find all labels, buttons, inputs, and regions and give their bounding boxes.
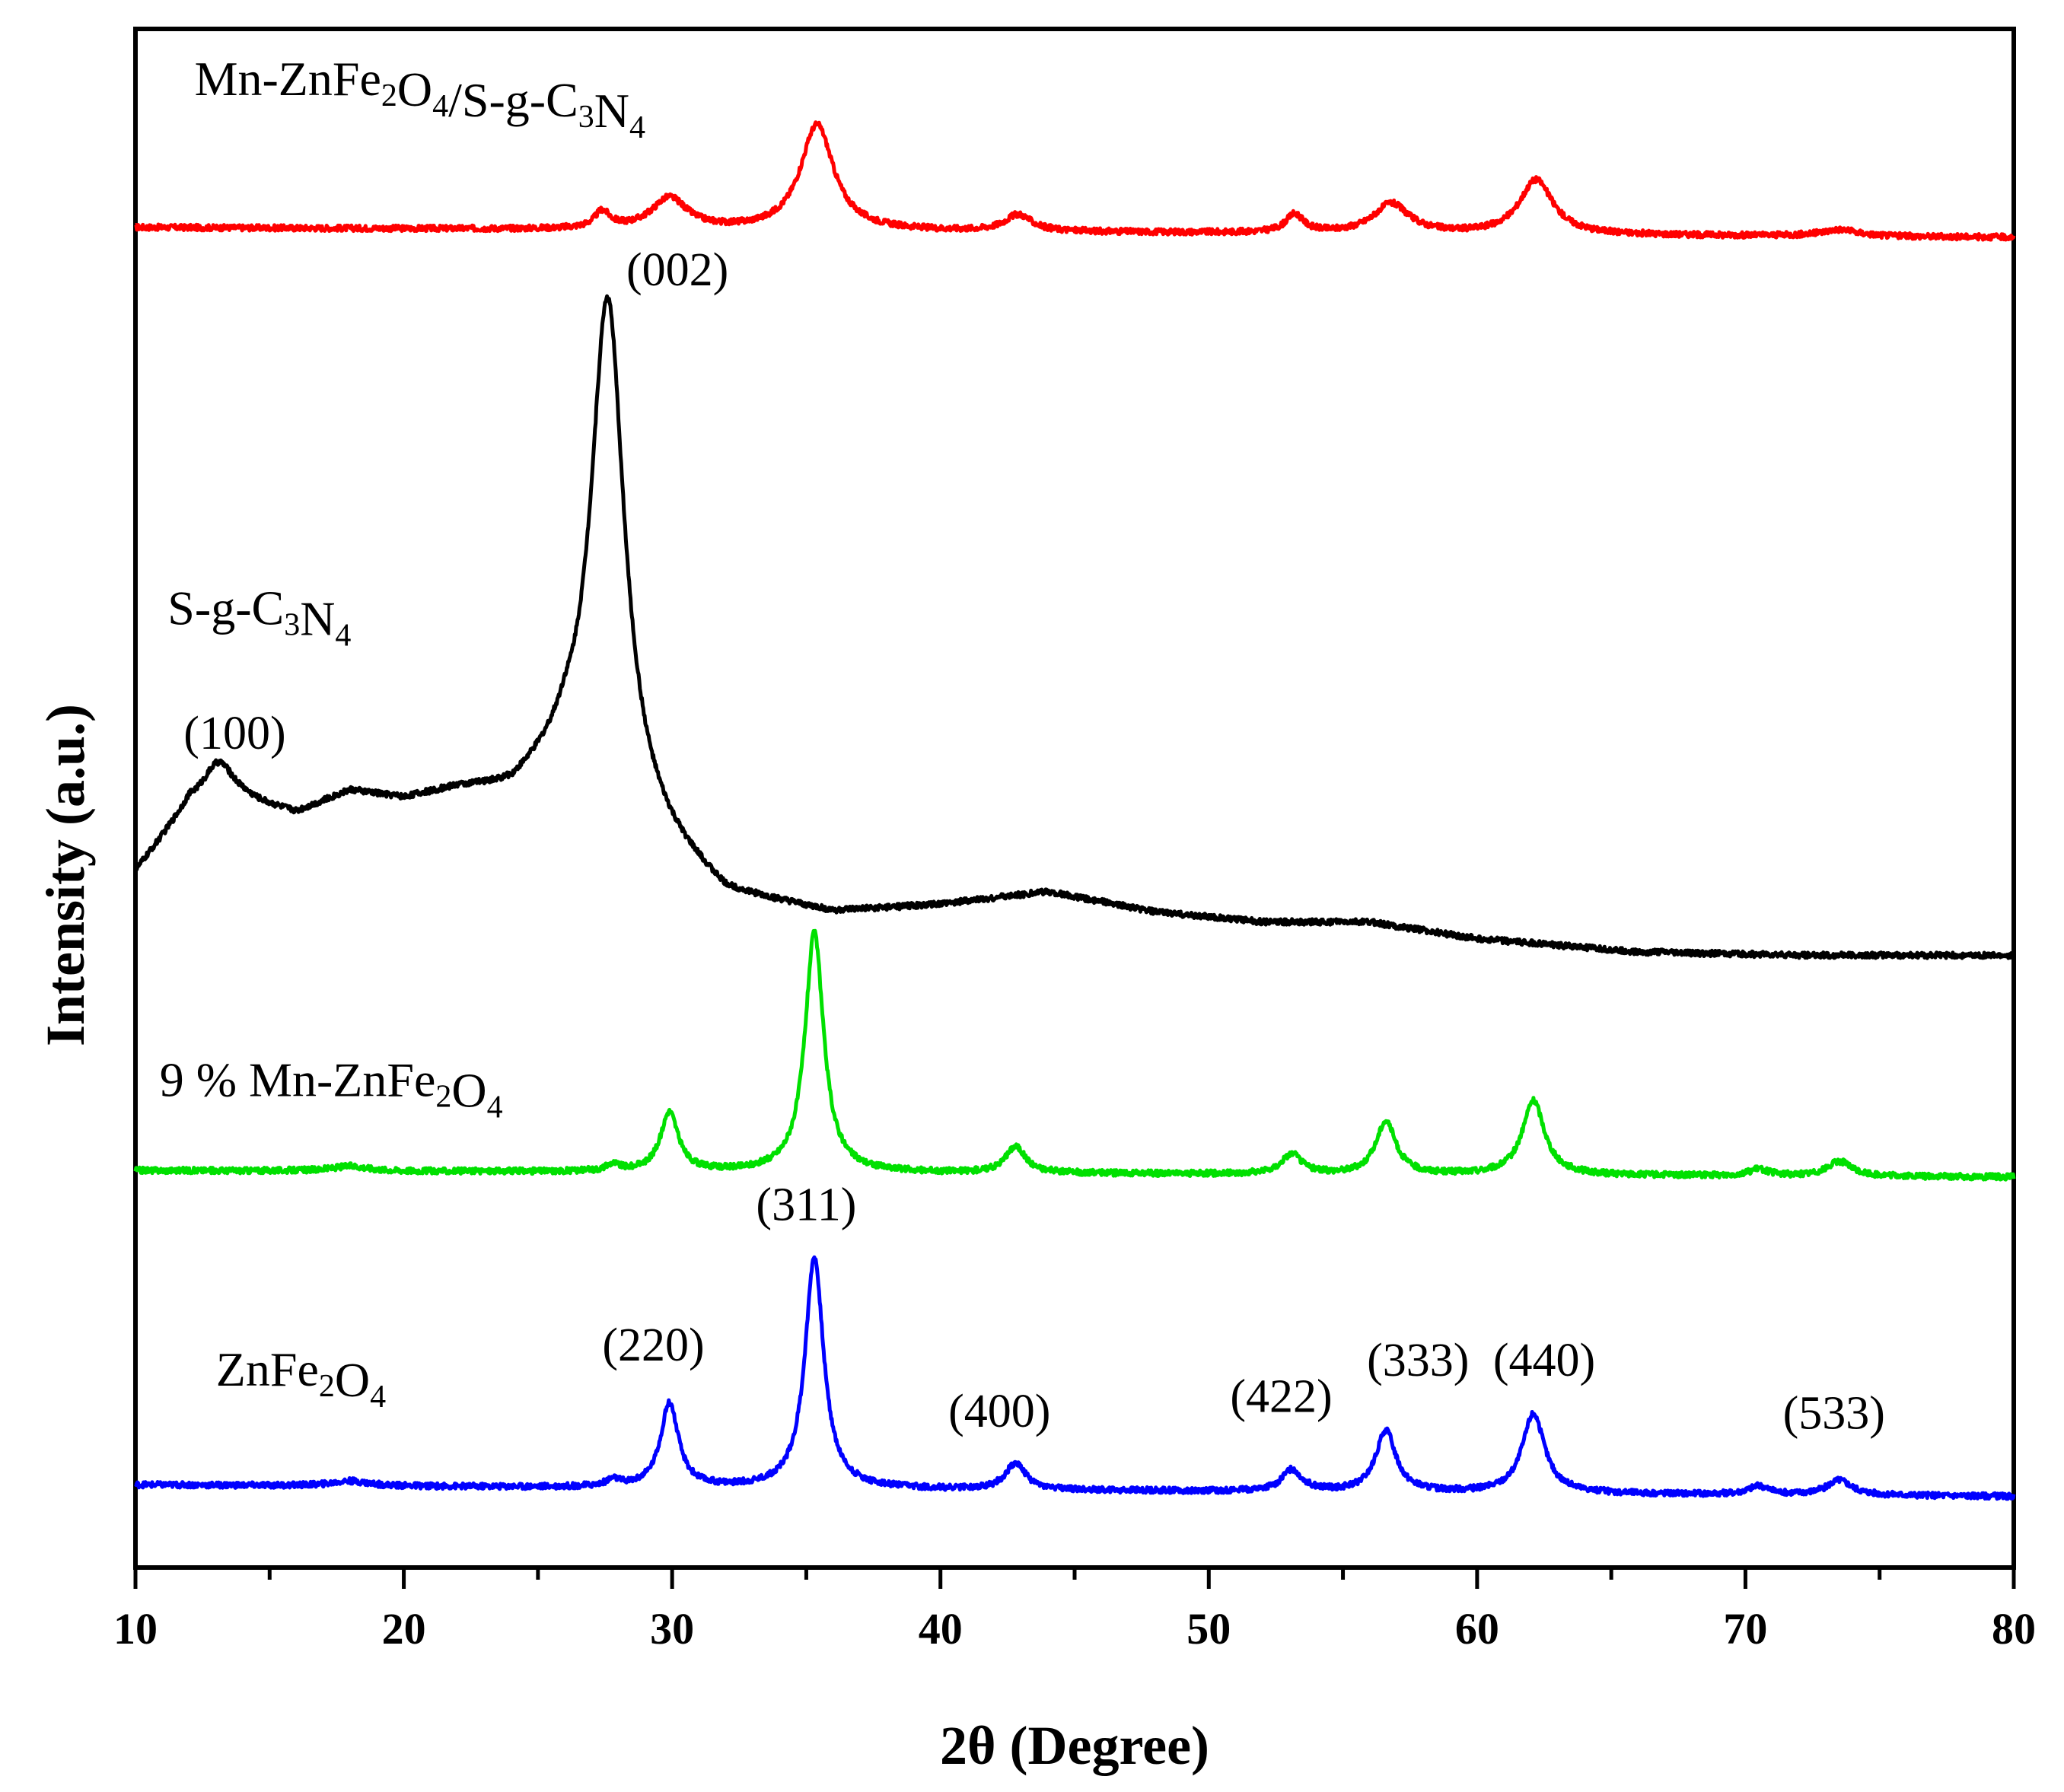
x-tick-label: 70 xyxy=(1723,1604,1767,1654)
peak-label: (100) xyxy=(183,708,285,759)
series-line-2 xyxy=(133,294,2016,960)
y-axis-title: Intensity (a.u.) xyxy=(35,704,96,1046)
series-label-2: S-g-C3N4 xyxy=(167,581,351,654)
peak-label: (400) xyxy=(948,1386,1050,1437)
x-tick-label: 10 xyxy=(113,1604,158,1654)
x-axis: 10 20 30 40 50 60 70 80 xyxy=(113,1568,2036,1654)
series-label-3: 9 % Mn-ZnFe2O4 xyxy=(160,1052,503,1125)
plot-frame xyxy=(133,27,2016,1570)
x-tick-label: 30 xyxy=(650,1604,694,1654)
series-label-4: ZnFe2O4 xyxy=(216,1342,386,1415)
peak-label: (422) xyxy=(1230,1371,1332,1423)
peak-label: (440) xyxy=(1493,1335,1595,1386)
series-line-4 xyxy=(134,1255,2016,1501)
x-tick-label: 60 xyxy=(1455,1604,1499,1654)
x-axis-title: 2θ (Degree) xyxy=(940,1715,1209,1776)
series-layer xyxy=(133,120,2016,1501)
series-label-1: Mn-ZnFe2O4/S-g-C3N4 xyxy=(195,52,645,145)
peak-label: (533) xyxy=(1783,1387,1885,1439)
peak-label: (220) xyxy=(602,1319,704,1371)
x-tick-label: 80 xyxy=(1992,1604,2036,1654)
peak-label: (311) xyxy=(756,1179,856,1230)
labels-layer: Mn-ZnFe2O4/S-g-C3N4 S-g-C3N4 9 % Mn-ZnFe2O… xyxy=(160,52,1885,1439)
series-line-1 xyxy=(134,120,2016,242)
x-tick-label: 40 xyxy=(919,1604,963,1654)
x-tick-label: 50 xyxy=(1186,1604,1231,1654)
peak-label: (333) xyxy=(1367,1335,1469,1386)
series-line-3 xyxy=(133,928,2016,1182)
peak-label: (002) xyxy=(626,244,728,296)
x-tick-label: 20 xyxy=(382,1604,426,1654)
